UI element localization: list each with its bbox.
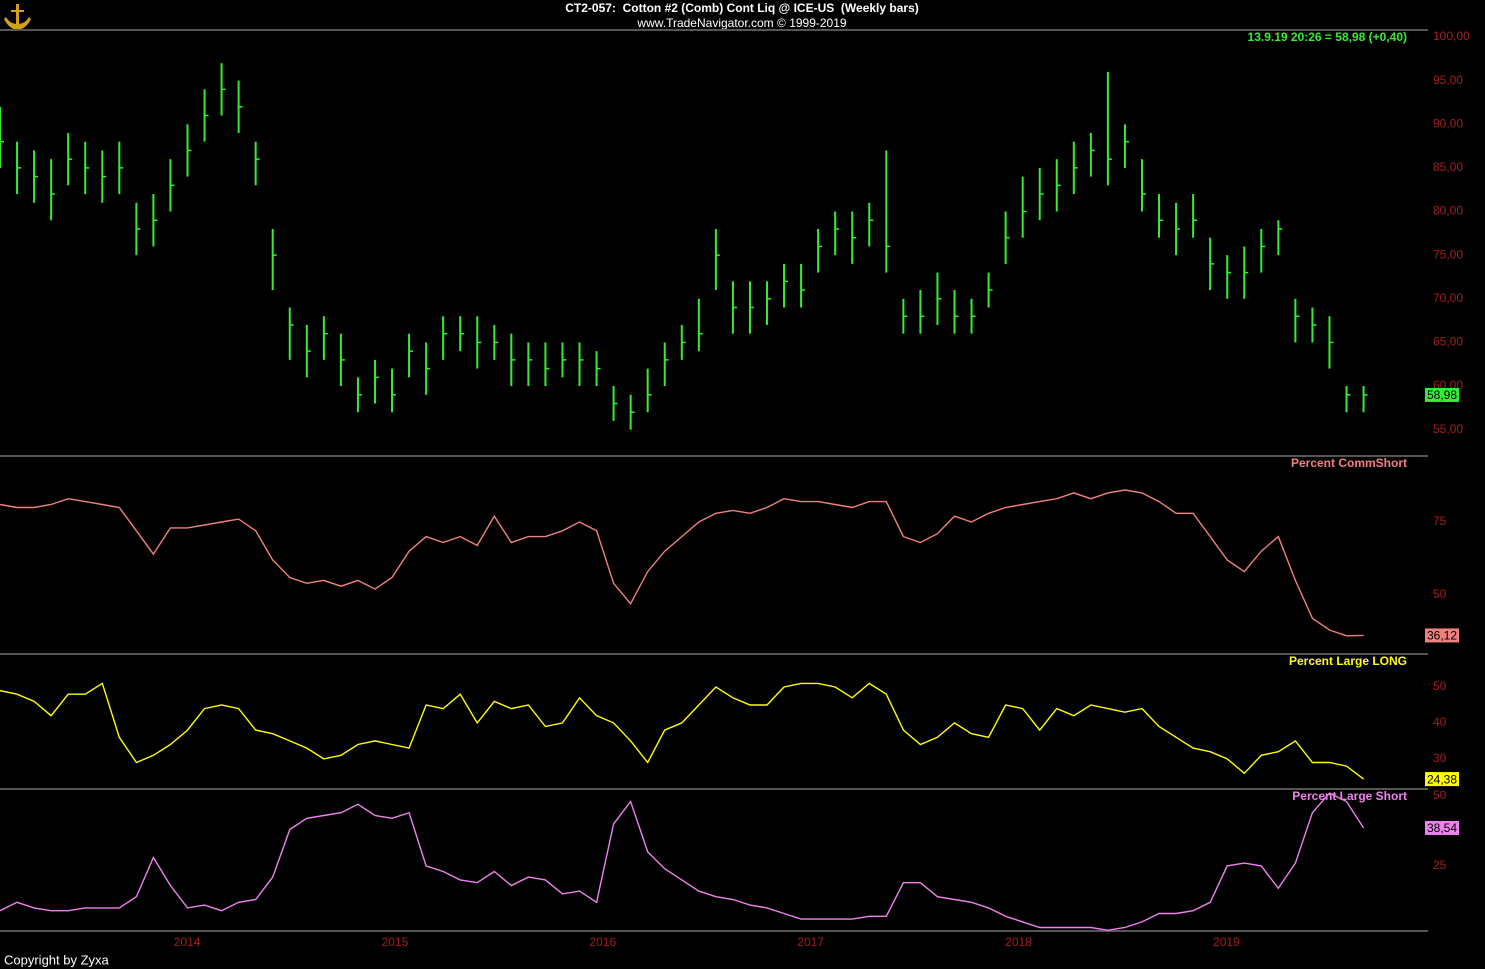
y-tick-label: 100,00: [1433, 29, 1470, 43]
y-tick-label: 65,00: [1433, 335, 1463, 349]
chart-title: CT2-057: Cotton #2 (Comb) Cont Liq @ ICE…: [565, 1, 919, 15]
y-tick-label: 30: [1433, 751, 1447, 765]
logo-anchor: [4, 4, 31, 30]
quote-annotation: 13.9.19 20:26 = 58,98 (+0,40): [1248, 30, 1407, 44]
x-tick-label: 2018: [1005, 935, 1032, 949]
indicator-line: [0, 682, 1365, 780]
y-tick-label: 85,00: [1433, 160, 1463, 174]
y-tick-label: 80,00: [1433, 204, 1463, 218]
x-tick-label: 2014: [174, 935, 201, 949]
indicator-line: [0, 489, 1364, 637]
last-value-label: 58,98: [1427, 388, 1457, 402]
x-tick-label: 2016: [589, 935, 616, 949]
y-tick-label: 40: [1433, 715, 1447, 729]
y-tick-label: 50: [1433, 587, 1447, 601]
logo: [4, 4, 31, 30]
panel-title: Percent CommShort: [1291, 456, 1407, 470]
last-value-label: 24,38: [1427, 772, 1457, 786]
last-value-label: 38,54: [1427, 821, 1457, 835]
y-tick-label: 75,00: [1433, 247, 1463, 261]
last-value-label: 36,12: [1427, 629, 1457, 643]
last-value-box: [1425, 628, 1459, 643]
y-tick-label: 90,00: [1433, 116, 1463, 130]
y-tick-label: 50: [1433, 679, 1447, 693]
y-tick-label: 95,00: [1433, 73, 1463, 87]
last-value-box: [1425, 387, 1459, 402]
panel-title: Percent Large Short: [1292, 789, 1407, 803]
last-value-box: [1425, 820, 1459, 835]
footer: Copyright by Zyxa: [4, 952, 110, 967]
panel-title: Percent Large LONG: [1289, 654, 1407, 668]
x-tick-label: 2019: [1213, 935, 1240, 949]
y-tick-label: 75: [1433, 514, 1447, 528]
indicator-line: [0, 792, 1365, 932]
x-tick-label: 2017: [797, 935, 824, 949]
y-tick-label: 25: [1433, 858, 1447, 872]
last-value-box: [1425, 772, 1459, 787]
chart-subtitle: www.TradeNavigator.com © 1999-2019: [636, 16, 846, 30]
y-tick-label: 70,00: [1433, 291, 1463, 305]
y-tick-label: 55,00: [1433, 422, 1463, 436]
x-tick-label: 2015: [382, 935, 409, 949]
y-tick-label: 50: [1433, 788, 1447, 802]
